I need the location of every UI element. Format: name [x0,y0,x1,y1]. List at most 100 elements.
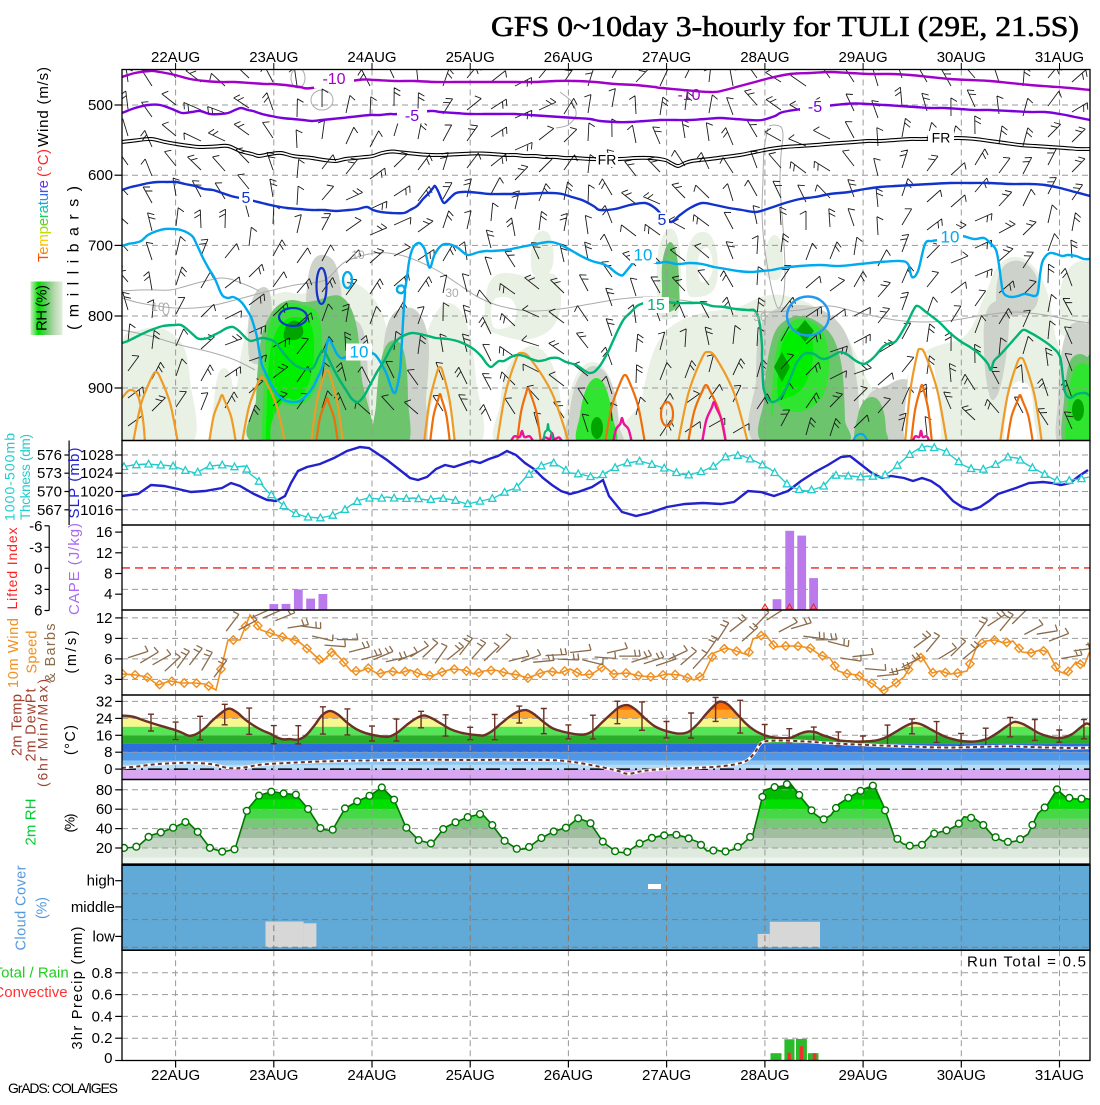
svg-text:0: 0 [104,761,112,778]
svg-text:30: 30 [445,286,459,300]
svg-text:1028: 1028 [80,447,113,464]
svg-text:26AUG: 26AUG [544,1067,593,1084]
svg-text:Convective: Convective [0,984,68,1001]
svg-text:FR: FR [932,130,951,146]
svg-text:high: high [87,873,115,890]
svg-text:2m RH: 2m RH [23,799,40,846]
svg-text:Cloud Cover: Cloud Cover [14,865,30,950]
svg-text:6: 6 [104,651,112,668]
svg-text:8: 8 [104,566,112,583]
svg-text:29AUG: 29AUG [838,1067,887,1084]
svg-text:Speed: Speed [25,631,41,674]
svg-text:22AUG: 22AUG [151,1067,200,1084]
svg-text:30: 30 [753,310,767,324]
svg-text:(m/s): (m/s) [64,631,80,674]
svg-text:0.8: 0.8 [92,965,113,982]
svg-text:30AUG: 30AUG [937,1067,986,1084]
svg-text:0.2: 0.2 [92,1030,113,1047]
svg-text:1024: 1024 [80,465,113,482]
svg-text:RH (%): RH (%) [34,285,51,331]
svg-text:-5: -5 [405,108,419,125]
svg-text:Total / Rain: Total / Rain [0,965,69,982]
svg-text:9: 9 [104,630,112,647]
svg-text:23AUG: 23AUG [249,49,298,66]
svg-text:4: 4 [104,586,112,603]
svg-text:-10: -10 [322,71,345,88]
svg-text:1016: 1016 [80,502,113,519]
svg-text:0.6: 0.6 [92,987,113,1004]
svg-text:28AUG: 28AUG [740,49,789,66]
svg-text:10: 10 [350,342,369,361]
svg-text:& Barbs: & Barbs [43,624,59,683]
svg-text:10: 10 [351,248,365,262]
svg-text:16: 16 [96,727,113,744]
svg-text:24AUG: 24AUG [347,1067,396,1084]
svg-text:500: 500 [88,97,113,114]
svg-text:31AUG: 31AUG [1035,49,1084,66]
svg-text:low: low [92,928,115,945]
svg-text:40: 40 [96,821,113,838]
svg-text:CAPE (J/kg): CAPE (J/kg) [66,523,83,615]
svg-text:5: 5 [242,190,251,207]
svg-text:573: 573 [37,465,62,482]
svg-text:(%): (%) [34,897,50,919]
svg-text:-3: -3 [29,539,42,556]
svg-text:-10: -10 [677,87,700,104]
svg-text:32: 32 [96,693,113,710]
svg-text:(°C): (°C) [63,725,79,755]
svg-text:2m Temp: 2m Temp [10,694,26,756]
svg-text:26AUG: 26AUG [544,49,593,66]
svg-text:10: 10 [941,227,960,246]
svg-text:0.4: 0.4 [92,1008,113,1025]
svg-text:15: 15 [647,297,665,314]
svg-text:-5: -5 [808,99,822,116]
svg-text:10: 10 [151,300,165,314]
svg-text:567: 567 [37,502,62,519]
svg-text:GFS 0~10day 3-hourly for TULI: GFS 0~10day 3-hourly for TULI (29E, 21.5… [491,12,1079,43]
svg-text:700: 700 [88,237,113,254]
svg-text:27AUG: 27AUG [642,49,691,66]
svg-text:576: 576 [37,447,62,464]
svg-text:20: 20 [96,840,113,857]
svg-text:30AUG: 30AUG [937,49,986,66]
svg-text:SLP (mb): SLP (mb) [66,448,83,519]
svg-text:24: 24 [96,710,113,727]
svg-text:1000-500mb: 1000-500mb [2,433,18,521]
svg-text:12: 12 [96,545,113,562]
svg-text:16: 16 [96,524,113,541]
svg-text:1020: 1020 [80,484,113,501]
svg-text:10m Wind: 10m Wind [6,618,22,688]
svg-text:28AUG: 28AUG [740,1067,789,1084]
svg-text:3: 3 [34,581,42,598]
svg-text:6: 6 [34,603,42,620]
svg-text:12: 12 [96,610,113,627]
svg-text:25AUG: 25AUG [446,49,495,66]
svg-text:600: 600 [88,167,113,184]
svg-text:FR: FR [598,152,617,168]
svg-text:25AUG: 25AUG [446,1067,495,1084]
svg-text:23AUG: 23AUG [249,1067,298,1084]
svg-text:22AUG: 22AUG [151,49,200,66]
svg-text:-6: -6 [29,518,42,535]
svg-text:Lifted Index: Lifted Index [4,528,20,610]
svg-text:(6hr Min/Max): (6hr Min/Max) [35,679,51,787]
svg-text:Temperature: Temperature [35,180,52,262]
svg-text:10: 10 [634,245,653,264]
svg-text:(%): (%) [62,814,78,833]
svg-text:Wind (m/s): Wind (m/s) [35,67,52,147]
svg-text:Thckness (dm): Thckness (dm) [18,434,33,520]
svg-text:2m DewPt: 2m DewPt [24,689,40,762]
svg-text:3: 3 [104,671,112,688]
svg-text:900: 900 [88,380,113,397]
svg-text:60: 60 [96,801,113,818]
svg-text:8: 8 [104,744,112,761]
svg-text:Run Total = 0.5: Run Total = 0.5 [967,954,1086,971]
svg-text:0: 0 [34,560,42,577]
svg-text:29AUG: 29AUG [838,49,887,66]
svg-text:0: 0 [104,1050,112,1067]
svg-text:570: 570 [37,484,62,501]
svg-text:middle: middle [71,899,115,916]
svg-text:(°C): (°C) [35,149,52,177]
svg-text:800: 800 [88,308,113,325]
svg-text:31AUG: 31AUG [1035,1067,1084,1084]
